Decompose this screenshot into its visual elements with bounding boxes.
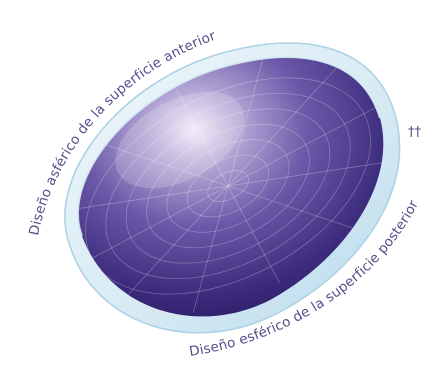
grid-ring — [166, 139, 290, 233]
lens-body — [77, 57, 384, 317]
grid-meridian — [227, 160, 384, 187]
grid-ring — [105, 92, 351, 280]
grid-ring — [125, 108, 331, 264]
grid-ring — [207, 170, 249, 202]
lens-edge — [76, 56, 381, 237]
grid-meridian — [227, 59, 264, 187]
grid-meridian — [77, 185, 229, 212]
lens-highlight — [115, 91, 245, 189]
grid-ring — [146, 123, 310, 249]
grid-meridian — [176, 88, 229, 187]
dagger-mark: †† — [408, 125, 422, 140]
grid-meridian — [115, 185, 229, 309]
grid-ring — [186, 154, 270, 218]
grid-meridian — [103, 143, 229, 187]
grid-meridian — [227, 185, 353, 229]
grid-meridian — [192, 185, 229, 313]
grid-meridian — [227, 63, 341, 187]
grid-meridian — [227, 101, 384, 187]
grid-meridian — [77, 185, 229, 271]
grid-meridian — [227, 185, 280, 284]
